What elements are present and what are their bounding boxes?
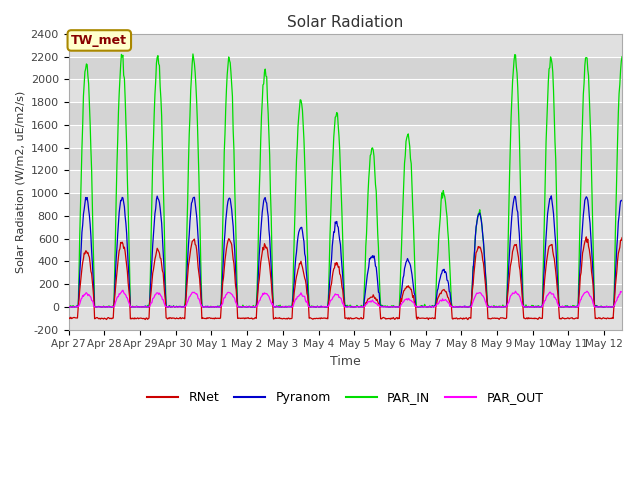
Legend: RNet, Pyranom, PAR_IN, PAR_OUT: RNet, Pyranom, PAR_IN, PAR_OUT bbox=[142, 386, 548, 409]
Bar bbox=[68, 216, 622, 239]
Bar bbox=[68, 34, 622, 57]
Title: Solar Radiation: Solar Radiation bbox=[287, 15, 403, 30]
X-axis label: Time: Time bbox=[330, 355, 361, 368]
Bar bbox=[68, 262, 622, 284]
Bar bbox=[68, 57, 622, 80]
Bar bbox=[68, 239, 622, 262]
Bar bbox=[68, 102, 622, 125]
Bar bbox=[68, 193, 622, 216]
Text: TW_met: TW_met bbox=[71, 34, 127, 47]
Bar bbox=[68, 148, 622, 170]
Y-axis label: Solar Radiation (W/m2, uE/m2/s): Solar Radiation (W/m2, uE/m2/s) bbox=[15, 91, 25, 273]
Bar bbox=[68, 307, 622, 330]
Bar bbox=[68, 284, 622, 307]
Bar bbox=[68, 125, 622, 148]
Bar bbox=[68, 170, 622, 193]
Bar bbox=[68, 80, 622, 102]
